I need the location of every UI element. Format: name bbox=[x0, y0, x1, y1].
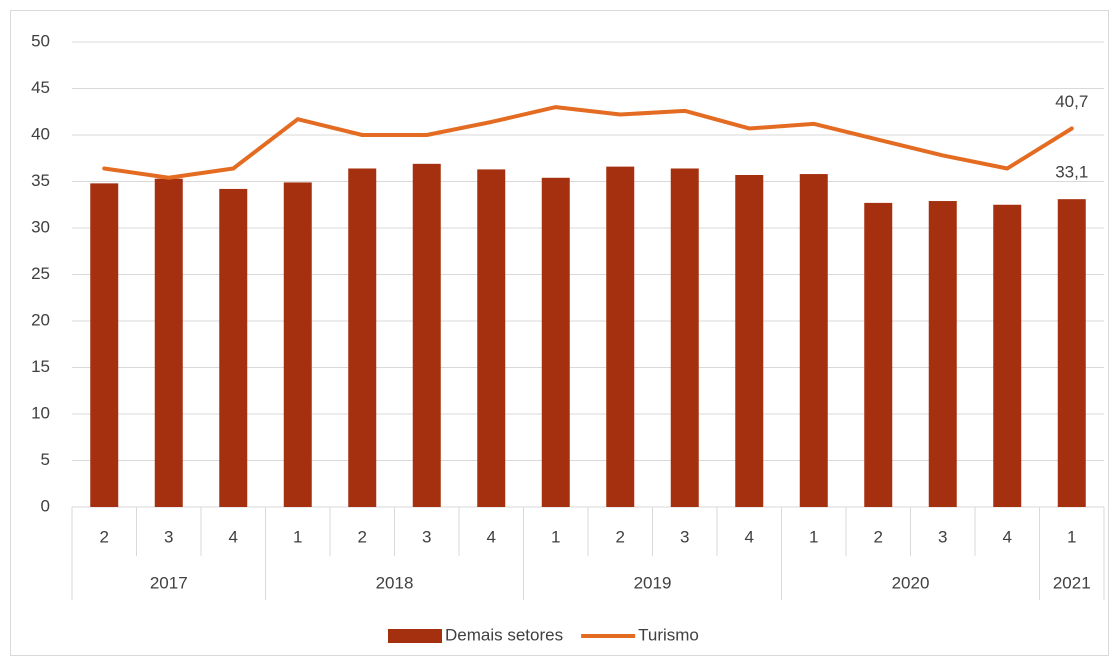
y-tick-label: 35 bbox=[31, 171, 50, 190]
y-tick-label: 45 bbox=[31, 78, 50, 97]
line bbox=[102, 105, 1074, 180]
bar bbox=[219, 188, 248, 507]
y-tick-label: 15 bbox=[31, 357, 50, 376]
x-tick-label: 2 bbox=[358, 527, 367, 546]
x-tick-label: 3 bbox=[680, 527, 689, 546]
y-tick-label: 25 bbox=[31, 264, 50, 283]
y-tick-label: 10 bbox=[31, 403, 50, 422]
x-tick-label: 2 bbox=[616, 527, 625, 546]
bar bbox=[541, 177, 570, 507]
bar bbox=[799, 174, 828, 507]
bar bbox=[412, 163, 441, 507]
y-tick-label: 5 bbox=[41, 450, 50, 469]
x-group-label: 2018 bbox=[376, 573, 414, 592]
bar bbox=[283, 182, 312, 507]
x-group-label: 2021 bbox=[1053, 573, 1091, 592]
y-tick-label: 20 bbox=[31, 310, 50, 329]
y-tick-label: 0 bbox=[41, 496, 50, 515]
bar bbox=[735, 174, 764, 508]
x-tick-label: 3 bbox=[422, 527, 431, 546]
bar bbox=[154, 178, 183, 507]
x-tick-label: 4 bbox=[1003, 527, 1012, 546]
bar bbox=[993, 204, 1022, 507]
x-tick-label: 2 bbox=[100, 527, 109, 546]
bar bbox=[670, 168, 699, 508]
legend-swatch bbox=[388, 629, 442, 643]
legend-label: Demais setores bbox=[445, 625, 563, 644]
bar bbox=[606, 166, 635, 507]
x-tick-label: 3 bbox=[164, 527, 173, 546]
y-tick-label: 50 bbox=[31, 31, 50, 50]
y-tick-label: 40 bbox=[31, 124, 50, 143]
bar bbox=[90, 183, 119, 508]
x-tick-label: 1 bbox=[293, 527, 302, 546]
x-tick-label: 4 bbox=[229, 527, 238, 546]
x-group-label: 2017 bbox=[150, 573, 188, 592]
legend-label: Turismo bbox=[638, 625, 699, 644]
data-label: 40,7 bbox=[1055, 92, 1088, 111]
bar bbox=[348, 168, 377, 508]
x-tick-label: 1 bbox=[551, 527, 560, 546]
x-tick-label: 1 bbox=[1067, 527, 1076, 546]
y-tick-label: 30 bbox=[31, 217, 50, 236]
bar bbox=[477, 169, 506, 507]
bar bbox=[1057, 199, 1086, 508]
x-group-label: 2019 bbox=[634, 573, 672, 592]
bar bbox=[928, 201, 957, 507]
x-tick-label: 1 bbox=[809, 527, 818, 546]
x-tick-label: 4 bbox=[487, 527, 496, 546]
x-tick-label: 2 bbox=[874, 527, 883, 546]
bar bbox=[864, 202, 893, 507]
x-group-label: 2020 bbox=[892, 573, 930, 592]
x-tick-label: 3 bbox=[938, 527, 947, 546]
data-label: 33,1 bbox=[1055, 163, 1088, 182]
x-tick-label: 4 bbox=[745, 527, 754, 546]
